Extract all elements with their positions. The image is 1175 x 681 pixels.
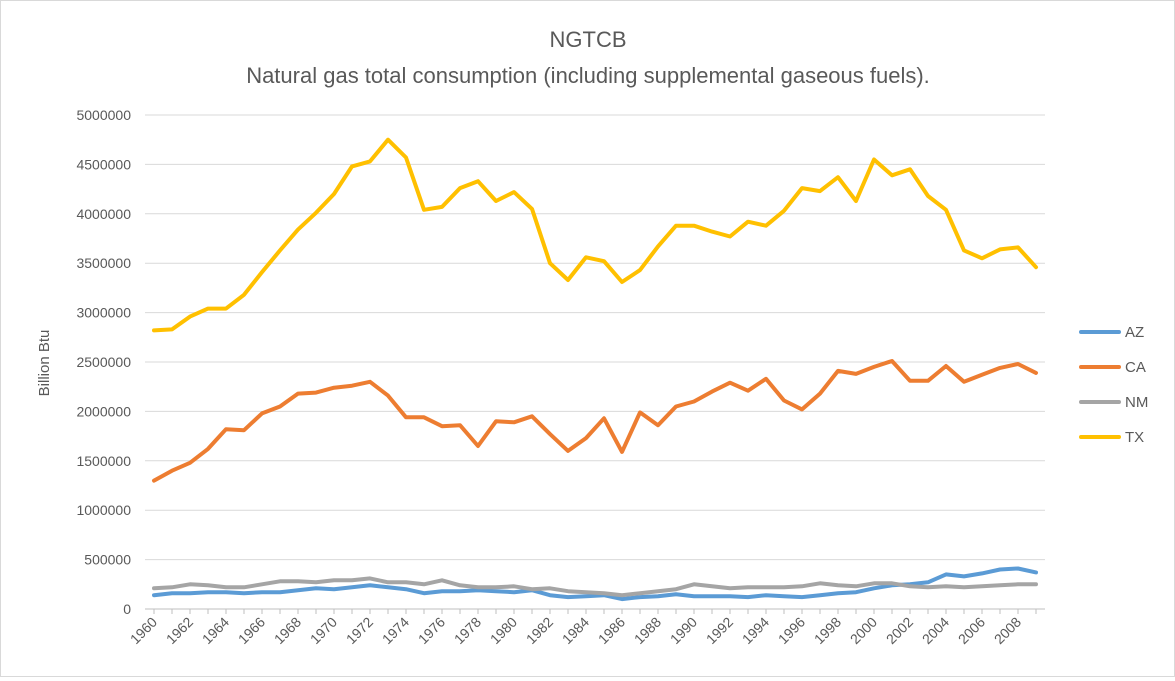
series-line-ca <box>152 359 1038 483</box>
x-tick-label: 1988 <box>631 614 664 647</box>
series-line-nm <box>152 576 1038 598</box>
y-tick-label: 500000 <box>84 552 131 568</box>
x-tick-label: 1978 <box>451 614 484 647</box>
chart-title: NGTCB <box>550 27 627 52</box>
y-tick-label: 2500000 <box>76 354 131 370</box>
series-lines <box>152 137 1038 602</box>
x-tick-label: 1974 <box>379 614 412 647</box>
x-tick-label: 1970 <box>307 614 340 647</box>
x-axis-ticks: 1960 1962 1964 1966 1968 1970 1972 1974 1976 1978… <box>127 609 1037 647</box>
y-tick-label: 4000000 <box>76 206 131 222</box>
x-tick-label: 1992 <box>703 614 736 647</box>
x-tick-label: 2000 <box>847 614 880 647</box>
legend-label-tx: TX <box>1125 429 1144 446</box>
legend: AZ CA NM TX <box>1079 324 1148 446</box>
x-tick-label: 1990 <box>667 614 700 647</box>
gridlines <box>145 114 1045 610</box>
x-tick-label: 2006 <box>955 614 988 647</box>
x-tick-label: 1962 <box>163 614 196 647</box>
legend-label-az: AZ <box>1125 324 1144 341</box>
legend-label-nm: NM <box>1125 394 1148 411</box>
x-tick-label: 2002 <box>883 614 916 647</box>
y-tick-label: 0 <box>123 601 131 617</box>
y-tick-label: 5000000 <box>76 107 131 123</box>
x-tick-label: 1998 <box>811 614 844 647</box>
x-tick-label: 1964 <box>199 614 232 647</box>
y-tick-label: 3500000 <box>76 255 131 271</box>
x-tick-label: 1994 <box>739 614 772 647</box>
x-tick-label: 1982 <box>523 614 556 647</box>
x-tick-label: 1968 <box>271 614 304 647</box>
y-tick-label: 4500000 <box>76 156 131 172</box>
series-line-az <box>152 566 1038 602</box>
x-tick-label: 1966 <box>235 614 268 647</box>
x-tick-label: 1980 <box>487 614 520 647</box>
chart-subtitle: Natural gas total consumption (including… <box>246 63 930 88</box>
y-axis-ticks: 0 500000 1000000 1500000 2000000 2500000 30000… <box>76 107 131 617</box>
y-axis-label: Billion Btu <box>36 330 53 397</box>
x-tick-label: 2004 <box>919 614 952 647</box>
x-tick-label: 1976 <box>415 614 448 647</box>
x-tick-label: 2008 <box>991 614 1024 647</box>
y-tick-label: 3000000 <box>76 305 131 321</box>
x-tick-label: 1960 <box>127 614 160 647</box>
x-tick-label: 1972 <box>343 614 376 647</box>
y-tick-label: 1000000 <box>76 502 131 518</box>
x-tick-label: 1984 <box>559 614 592 647</box>
y-tick-label: 1500000 <box>76 453 131 469</box>
series-line-tx <box>152 137 1038 333</box>
legend-label-ca: CA <box>1125 359 1146 376</box>
x-tick-label: 1996 <box>775 614 808 647</box>
y-tick-label: 2000000 <box>76 403 131 419</box>
x-tick-label: 1986 <box>595 614 628 647</box>
